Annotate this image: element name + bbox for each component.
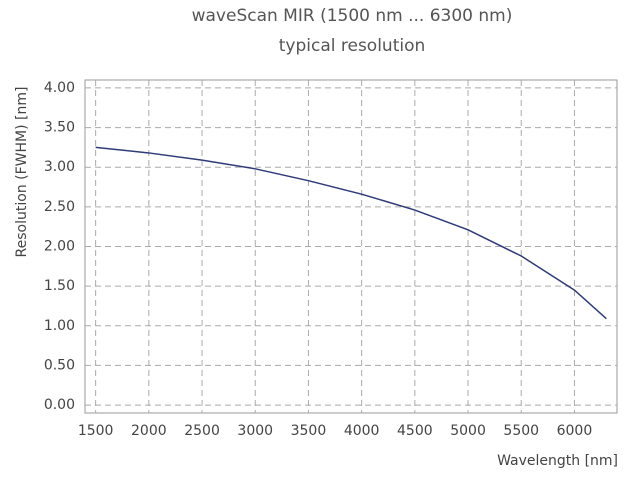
chart-title: waveScan MIR (1500 nm ... 6300 nm)	[192, 6, 513, 26]
y-tick-label: 3.00	[44, 159, 75, 175]
x-tick-label: 4000	[344, 423, 380, 439]
y-tick-label: 0.00	[44, 397, 75, 413]
y-tick-label: 4.00	[44, 80, 75, 96]
x-tick-label: 5000	[450, 423, 486, 439]
x-axis-label: Wavelength [nm]	[497, 453, 618, 469]
x-tick-label: 4500	[397, 423, 433, 439]
x-tick-label: 3000	[237, 423, 273, 439]
x-tick-label: 2500	[184, 423, 220, 439]
y-tick-label: 1.50	[44, 278, 75, 294]
y-tick-label: 2.00	[44, 239, 75, 255]
y-tick-label: 2.50	[44, 199, 75, 215]
x-tick-label: 3500	[291, 423, 327, 439]
y-tick-label: 3.50	[44, 120, 75, 136]
y-axis-label: Resolution (FWHM) [nm]	[14, 87, 30, 258]
x-tick-label: 1500	[78, 423, 114, 439]
x-tick-label: 5500	[503, 423, 539, 439]
chart-subtitle: typical resolution	[279, 36, 426, 56]
line	[95, 146, 607, 320]
x-tick-label: 6000	[557, 423, 593, 439]
x-tick-label: 2000	[131, 423, 167, 439]
y-tick-label: 0.50	[44, 357, 75, 373]
y-tick-label: 1.00	[44, 318, 75, 334]
